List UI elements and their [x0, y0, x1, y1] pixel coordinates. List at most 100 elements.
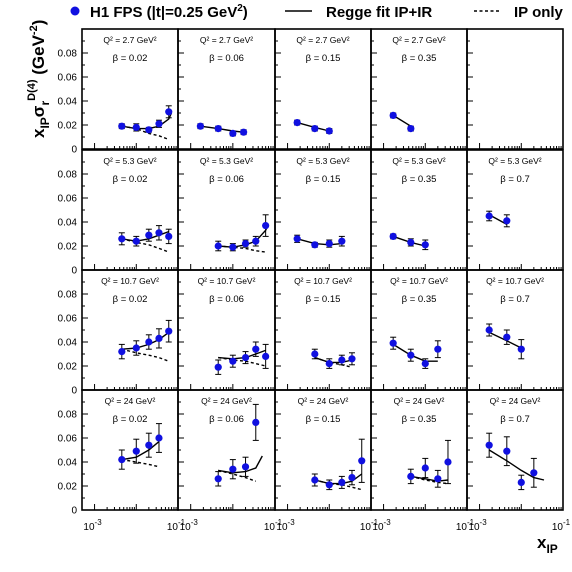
- data-point: [262, 222, 270, 230]
- y-axis-title: xIPσrD(4) (GeV-2): [26, 20, 52, 138]
- panel-r1-c1: 0 0.02 0.04 0.06 0.08 Q² = 2.7 GeV² β = 0.02: [58, 28, 179, 156]
- panel-frame: [370, 149, 468, 271]
- data-point: [503, 447, 511, 455]
- data-point: [118, 456, 126, 464]
- data-point: [241, 354, 250, 362]
- data-point: [252, 418, 260, 426]
- fit-curve: [200, 125, 244, 133]
- beta-label: β = 0.02: [113, 414, 148, 425]
- data-point: [325, 481, 333, 489]
- ip-only-curve: [218, 356, 266, 367]
- beta-label: β = 0.06: [209, 53, 244, 64]
- panel-r2-c1: 0 0.02 0.04 0.06 0.08 Q² = 5.3 GeV² β = 0.02: [58, 149, 179, 277]
- data-point: [293, 119, 301, 127]
- beta-label: β = 0.15: [306, 294, 341, 305]
- data-point: [311, 350, 319, 358]
- data-point: [311, 241, 319, 249]
- x-axis-title: xIP: [537, 533, 558, 556]
- y-tick-label: 0.04: [58, 97, 78, 108]
- panel-r3-c5: Q² = 10.7 GeV² β = 0.7: [466, 269, 564, 391]
- x-tick-label: 10-1: [264, 518, 283, 533]
- panel-frame: [81, 389, 179, 511]
- panel-frame: [177, 149, 276, 271]
- panel-frame: [177, 269, 276, 391]
- panel-r4-c3: Q² = 24 GeV² β = 0.15 10-3 10-1: [274, 389, 379, 533]
- data-point: [132, 344, 140, 352]
- data-point: [325, 127, 333, 135]
- fit-curve: [218, 455, 263, 474]
- data-point: [155, 120, 163, 128]
- q2-label: Q² = 24 GeV²: [298, 396, 349, 406]
- beta-label: β = 0.35: [402, 414, 437, 425]
- q2-label: Q² = 24 GeV²: [490, 396, 541, 406]
- data-point: [229, 129, 237, 137]
- data-point: [325, 240, 333, 248]
- x-tick-label: 10-3: [372, 518, 391, 533]
- beta-label: β = 0.15: [306, 174, 341, 185]
- data-point: [407, 472, 415, 480]
- q2-label: Q² = 10.7 GeV²: [101, 276, 159, 286]
- q2-label: Q² = 24 GeV²: [201, 396, 252, 406]
- beta-label: β = 0.35: [402, 174, 437, 185]
- panel-r2-c4: Q² = 5.3 GeV² β = 0.35: [370, 149, 468, 271]
- ip-only-curve: [121, 348, 169, 362]
- data-point: [132, 447, 140, 455]
- panel-frame: [466, 269, 564, 391]
- data-point: [240, 128, 248, 136]
- panel-frame: [466, 149, 564, 271]
- panel-r4-c5: Q² = 24 GeV² β = 0.7 10-3 10-1: [466, 389, 571, 533]
- panel-r4-c2: Q² = 24 GeV² β = 0.06 10-3 10-1: [177, 389, 283, 533]
- q2-label: Q² = 10.7 GeV²: [198, 276, 256, 286]
- q2-label: Q² = 5.3 GeV²: [488, 156, 541, 166]
- fit-curve: [297, 238, 342, 246]
- y-tick-label: 0.04: [58, 218, 78, 229]
- panel-frame: [274, 269, 372, 391]
- data-point: [165, 108, 173, 116]
- q2-label: Q² = 5.3 GeV²: [296, 156, 349, 166]
- panel-r2-c2: Q² = 5.3 GeV² β = 0.06: [177, 149, 276, 271]
- q2-label: Q² = 10.7 GeV²: [390, 276, 448, 286]
- x-tick-label: 10-3: [276, 518, 295, 533]
- beta-label: β = 0.35: [402, 294, 437, 305]
- data-point: [421, 464, 429, 472]
- data-point: [132, 237, 140, 245]
- panel-frame: [81, 149, 179, 271]
- ip-only-curve: [121, 238, 169, 253]
- panel-frame: [466, 28, 564, 150]
- panel-frame: [177, 389, 276, 511]
- q2-label: Q² = 5.3 GeV²: [392, 156, 445, 166]
- data-point: [530, 469, 538, 477]
- x-tick-label: 10-3: [468, 518, 487, 533]
- fit-curve: [392, 343, 438, 362]
- y-tick-label: 0.04: [58, 458, 78, 469]
- ip-only-curve: [218, 245, 266, 253]
- data-point: [229, 243, 237, 251]
- panel-r3-c2: Q² = 10.7 GeV² β = 0.06: [177, 269, 276, 391]
- q2-label: Q² = 5.3 GeV²: [200, 156, 253, 166]
- ip-only-curve: [218, 469, 257, 482]
- y-tick-label: 0.02: [58, 242, 78, 253]
- beta-label: β = 0.02: [113, 174, 148, 185]
- panel-r1-c4: Q² = 2.7 GeV² β = 0.35: [370, 28, 468, 150]
- ip-only-curve: [121, 125, 169, 141]
- beta-label: β = 0.7: [500, 414, 530, 425]
- panel-frame: [274, 28, 372, 150]
- data-point: [434, 475, 442, 483]
- beta-label: β = 0.06: [209, 294, 244, 305]
- x-tick-label: 10-1: [552, 518, 571, 533]
- data-point: [421, 241, 429, 249]
- panel-r2-c5: Q² = 5.3 GeV² β = 0.7: [466, 149, 564, 271]
- legend-data-label: H1 FPS (|t|=0.25 GeV2): [90, 3, 248, 21]
- data-point: [229, 357, 237, 365]
- data-point: [389, 111, 397, 119]
- data-point: [145, 231, 153, 239]
- beta-label: β = 0.7: [500, 174, 530, 185]
- beta-label: β = 0.02: [113, 294, 148, 305]
- fit-curve: [121, 441, 160, 461]
- data-point: [517, 478, 525, 486]
- panel-frame: [370, 389, 468, 511]
- beta-label: β = 0.7: [500, 294, 530, 305]
- y-tick-label: 0.06: [58, 314, 78, 325]
- beta-label: β = 0.02: [113, 53, 148, 64]
- data-point: [311, 125, 319, 133]
